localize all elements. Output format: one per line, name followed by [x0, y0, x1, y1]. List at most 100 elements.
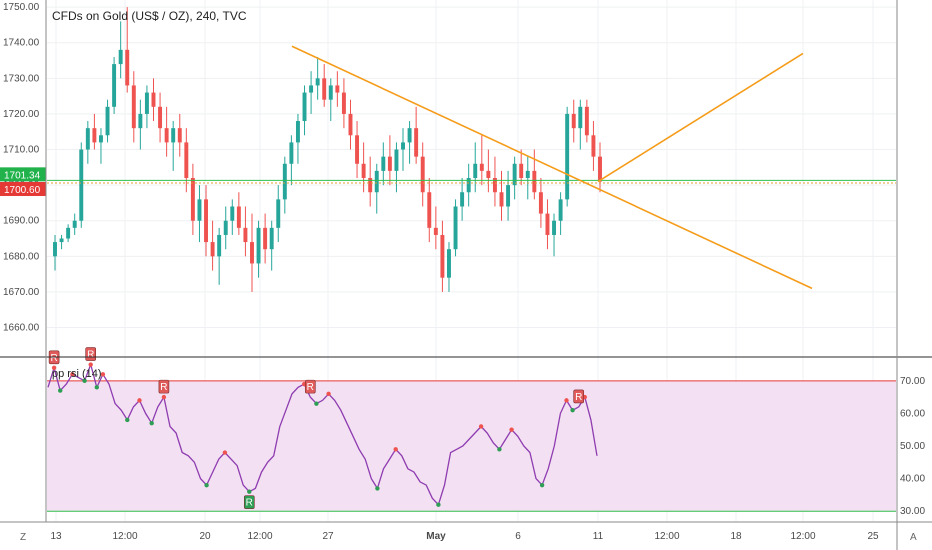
rsi-pivot-badge-label: R — [87, 350, 94, 361]
rsi-pivot-low — [58, 388, 63, 393]
time-tick-label: May — [426, 531, 446, 542]
rsi-band — [47, 380, 896, 512]
rsi-pivot-high — [564, 398, 569, 403]
candle-body — [66, 227, 71, 239]
time-axis: 13 12:00 20 12:00 27 May 6 11 12:00 18 12:00 25 — [50, 531, 879, 542]
candle-body — [414, 128, 419, 157]
rsi-tick-label: 60.00 — [900, 408, 925, 419]
time-tick-label: 12:00 — [790, 531, 815, 542]
rsi-pivot-badge — [573, 389, 585, 404]
candle-body — [565, 113, 570, 200]
time-tick-label: 12:00 — [247, 531, 272, 542]
time-tick-label: 6 — [515, 531, 521, 542]
rsi-pivot-low — [570, 407, 575, 413]
candle-body — [210, 242, 215, 257]
candle-body — [466, 178, 471, 193]
candle-body — [460, 192, 465, 207]
price-tick-label: 1730.00 — [3, 73, 40, 84]
rsi-pivot-low — [497, 447, 502, 452]
candle-body — [558, 199, 563, 221]
candle-body — [506, 185, 511, 207]
time-tick-label: 12:00 — [654, 531, 679, 542]
price-tick-label: 1720.00 — [3, 109, 40, 120]
candle-body — [243, 227, 248, 243]
candle-body — [479, 163, 484, 171]
time-tick-label: 20 — [199, 531, 211, 542]
candle-body — [578, 106, 583, 129]
candle-body — [394, 149, 399, 171]
candle-body — [440, 234, 445, 278]
candle-body — [223, 220, 228, 235]
candle-body — [79, 149, 84, 221]
candle-body — [282, 163, 287, 200]
candle-body — [519, 163, 524, 178]
rsi-pivot-high — [100, 372, 106, 377]
candle-body — [72, 220, 77, 228]
rsi-pivot-badge-label: R — [246, 498, 253, 509]
rsi-pivot-low — [125, 417, 130, 423]
price-tag-label: 1701.34 — [4, 170, 41, 181]
trendlines[interactable] — [291, 45, 813, 290]
candle-body — [151, 92, 156, 107]
rsi-pivot-badge-label: R — [575, 392, 582, 403]
rsi-pivot-badge-label: R — [160, 382, 167, 393]
corner-button-right-label[interactable]: A — [910, 532, 917, 543]
candle-body — [190, 178, 195, 221]
candle-body — [171, 128, 176, 143]
candle-body — [85, 128, 90, 150]
price-tag — [0, 181, 46, 196]
price-tick-label: 1670.00 — [3, 287, 40, 298]
candle-body — [53, 242, 57, 257]
candle-body — [59, 238, 64, 243]
rsi-pivot-low — [539, 482, 545, 488]
rsi-pivot-low — [375, 486, 380, 491]
candle-body — [571, 113, 576, 129]
rsi-pivot-low — [204, 482, 209, 488]
price-tick-label: 1690.00 — [3, 216, 40, 227]
candle-body — [532, 170, 537, 193]
candle-body — [112, 64, 117, 107]
rsi-pivot-badge — [304, 379, 316, 394]
corner-button-left[interactable]: Z — [20, 532, 26, 543]
rsi-pivot-badge-label: R — [50, 353, 57, 364]
corner-button-left-label[interactable]: Z — [20, 532, 26, 543]
candle-body — [538, 192, 543, 214]
rsi-pivot-high — [137, 398, 142, 403]
rsi-band-fill — [47, 380, 896, 512]
rsi-pivot-low — [94, 385, 100, 390]
candle-body — [263, 227, 268, 250]
rsi-tick-label: 70.00 — [900, 376, 925, 387]
candle-body — [217, 234, 222, 257]
rsi-pivot-low — [314, 401, 319, 406]
candle-body — [420, 156, 425, 193]
rsi-pivot-high — [161, 394, 167, 400]
price-tags: 1701.34 1700.60 — [0, 167, 46, 196]
time-tick-label: 27 — [322, 531, 334, 542]
rsi-pivot-high — [478, 424, 484, 429]
trendline[interactable] — [597, 52, 804, 183]
candle-body — [197, 199, 202, 221]
rsi-pivot-low — [149, 421, 154, 426]
candle-body — [453, 206, 458, 250]
candle-body — [387, 156, 392, 171]
candle-body — [545, 213, 550, 235]
candle-body — [341, 92, 346, 114]
candle-body — [302, 92, 307, 122]
candle-body — [361, 163, 366, 178]
corner-button-right[interactable]: A — [910, 532, 917, 543]
candle-body — [315, 78, 320, 86]
candle-body — [348, 113, 353, 136]
candle-body — [598, 156, 602, 182]
rsi-pivot-high — [51, 365, 57, 370]
rsi-y-axis: 30.00 40.00 50.00 60.00 70.00 — [900, 376, 925, 517]
rsi-pivot-high — [222, 450, 228, 455]
time-tick-label: 12:00 — [112, 531, 137, 542]
candle-body — [368, 178, 373, 193]
candle-body — [492, 178, 497, 193]
price-tick-label: 1680.00 — [3, 251, 40, 262]
trendline[interactable] — [291, 45, 813, 290]
candle-body — [328, 85, 333, 100]
candle-body — [473, 163, 478, 178]
rsi-pivot-high — [393, 447, 398, 452]
